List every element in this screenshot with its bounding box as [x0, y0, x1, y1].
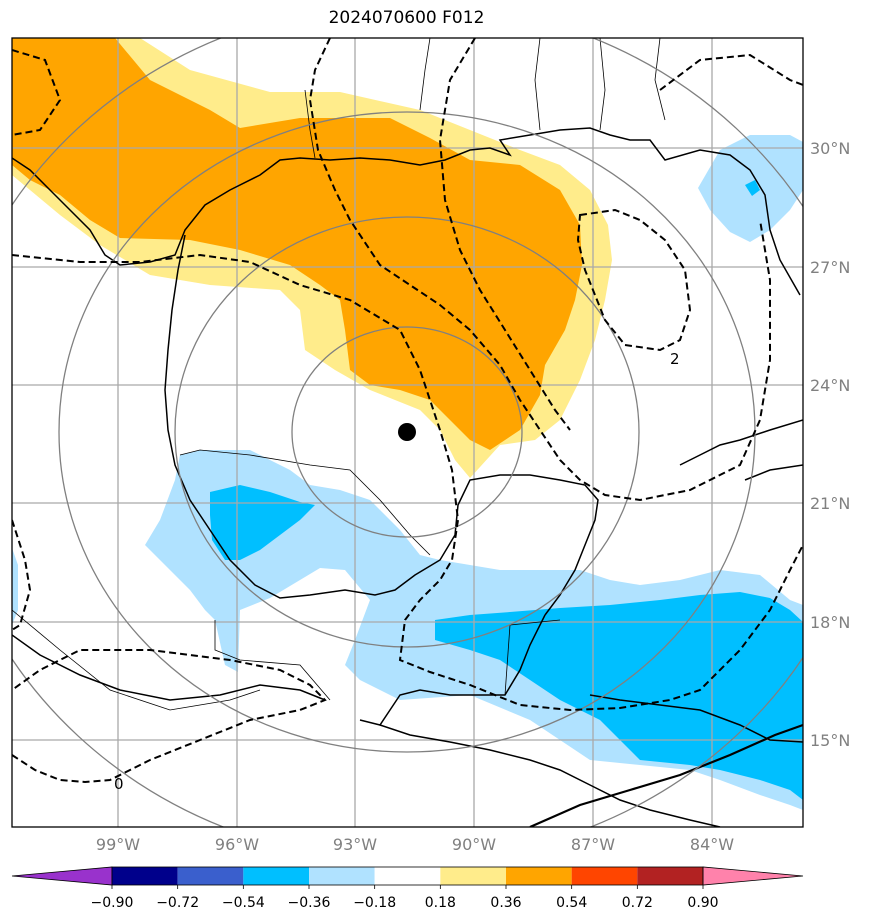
colorbar-extension-high	[702, 866, 804, 886]
contour-label-0: 0	[114, 775, 124, 793]
lat-label: 21°N	[810, 494, 850, 513]
anomaly-fill-blue-florida-spot	[745, 180, 760, 196]
colorbar-tick-label: −0.36	[288, 895, 331, 911]
colorbar-tick-label: −0.72	[156, 895, 199, 911]
anomaly-fill-light-blue-west	[12, 548, 18, 625]
lon-label: 93°W	[333, 835, 377, 854]
colorbar-segment	[506, 867, 572, 885]
contour-label-2: 2	[670, 350, 680, 368]
colorbar-segment	[637, 867, 703, 885]
colorbar: −0.90 −0.72 −0.54 −0.36 −0.18 0.18 0.36 0.54 0.7…	[11, 866, 804, 911]
colorbar-tick-label: −0.90	[91, 895, 134, 911]
colorbar-segment	[112, 867, 178, 885]
colorbar-tick-label: −0.18	[353, 895, 396, 911]
map-area: 2 0	[12, 38, 803, 827]
lon-label: 84°W	[690, 835, 734, 854]
latitude-labels: 30°N 27°N 24°N 21°N 18°N 15°N	[810, 139, 850, 750]
political-borders	[12, 38, 666, 711]
colorbar-outline	[111, 866, 704, 886]
colorbar-segment	[571, 867, 638, 885]
dashed-contours	[12, 38, 803, 784]
colorbar-segment	[309, 867, 375, 885]
colorbar-tick-label: 0.36	[490, 895, 521, 911]
lon-label: 90°W	[452, 835, 496, 854]
lat-label: 15°N	[810, 731, 850, 750]
colorbar-segment	[177, 867, 244, 885]
anomaly-fill-blue-mexico	[210, 485, 315, 560]
chart-title: 2024070600 F012	[328, 8, 485, 28]
anomaly-fill-blue-caribbean	[435, 592, 803, 800]
storm-center-marker	[398, 423, 416, 441]
lat-label: 30°N	[810, 139, 850, 158]
colorbar-segment	[374, 867, 441, 885]
colorbar-tick-label: −0.54	[222, 895, 265, 911]
colorbar-extension-low	[11, 866, 113, 886]
lon-label: 99°W	[96, 835, 140, 854]
colorbar-segment	[243, 867, 309, 885]
lat-label: 24°N	[810, 376, 850, 395]
colorbar-segment	[440, 867, 506, 885]
map-frame	[11, 37, 804, 828]
colorbar-tick-label: 0.90	[687, 895, 718, 911]
colorbar-tick-label: 0.54	[556, 895, 587, 911]
coastlines	[12, 127, 803, 827]
longitude-labels: 99°W 96°W 93°W 90°W 87°W 84°W	[96, 835, 734, 854]
anomaly-fill-orange	[12, 38, 582, 450]
colorbar-tick-label: 0.72	[622, 895, 653, 911]
lon-label: 87°W	[571, 835, 615, 854]
lon-label: 96°W	[215, 835, 259, 854]
colorbar-tick-label: 0.18	[425, 895, 456, 911]
lat-label: 18°N	[810, 613, 850, 632]
lat-label: 27°N	[810, 258, 850, 277]
